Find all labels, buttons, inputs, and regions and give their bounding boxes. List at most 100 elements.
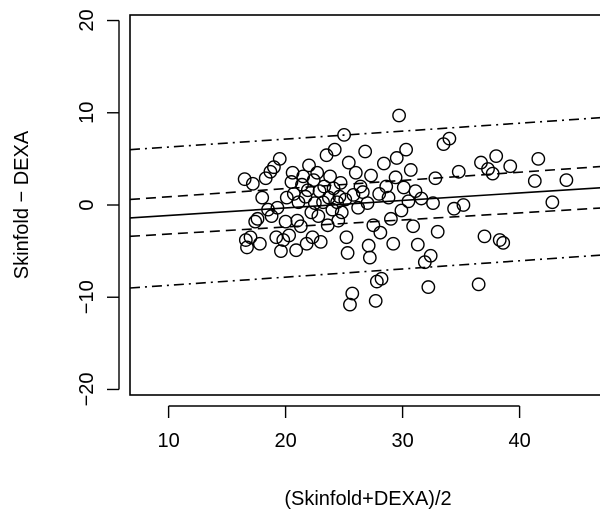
data-point (428, 171, 443, 186)
data-point (489, 149, 504, 164)
data-point (406, 219, 421, 234)
data-point (426, 196, 440, 211)
data-point (477, 229, 492, 244)
y-tick-label: 0 (76, 199, 98, 210)
data-point (376, 156, 391, 171)
data-point (389, 151, 404, 165)
data-point (410, 237, 425, 252)
y-tick-label: 10 (76, 102, 98, 124)
lower-ci-line (129, 207, 600, 238)
data-point (401, 194, 416, 209)
data-point (240, 240, 254, 255)
data-point (364, 168, 378, 183)
data-point (386, 236, 401, 251)
data-point (343, 297, 357, 312)
data-point (451, 164, 466, 179)
upper-limit-line (129, 116, 600, 151)
data-point (248, 214, 263, 229)
data-point (282, 228, 297, 243)
data-point (392, 108, 406, 123)
y-tick-label: −20 (76, 372, 98, 406)
data-point (306, 173, 321, 187)
data-point (360, 196, 375, 211)
regression-line (129, 186, 600, 219)
data-point (471, 277, 486, 292)
data-point (368, 294, 383, 308)
data-point (423, 248, 438, 263)
data-point (492, 233, 507, 247)
x-tick-label: 20 (274, 430, 296, 452)
data-point (531, 151, 546, 166)
data-point (261, 202, 275, 217)
data-point (442, 131, 457, 146)
data-point (456, 198, 471, 212)
data-point (269, 230, 284, 245)
data-point (263, 164, 278, 179)
data-point (361, 238, 376, 253)
data-point (293, 219, 308, 234)
y-axis: −20 −10 0 10 20 (76, 9, 120, 406)
data-point (252, 236, 267, 251)
y-axis-label: Skinfold − DEXA (11, 130, 33, 279)
x-axis: 10 20 30 40 (157, 405, 531, 452)
data-point (298, 189, 313, 204)
data-point (289, 243, 304, 258)
data-point (325, 202, 340, 217)
data-point (481, 162, 495, 176)
y-tick-label: −10 (76, 280, 98, 314)
data-point (327, 142, 342, 157)
data-point (372, 187, 387, 201)
data-point (278, 214, 293, 229)
data-point (430, 224, 445, 239)
x-tick-label: 30 (391, 430, 413, 452)
data-point (373, 225, 388, 240)
plot-frame (129, 14, 600, 396)
data-point (369, 274, 384, 289)
data-point (379, 179, 394, 194)
data-point (243, 230, 258, 245)
data-point (274, 244, 288, 259)
data-point (559, 173, 574, 187)
data-point (381, 190, 396, 205)
y-tick-label: 20 (76, 9, 98, 31)
data-point (304, 205, 319, 220)
data-point (447, 201, 461, 216)
data-point (334, 205, 349, 220)
data-point (333, 175, 348, 190)
data-point (337, 128, 352, 142)
data-point (348, 165, 363, 180)
data-point (421, 280, 436, 294)
data-point (338, 192, 353, 207)
data-point (270, 200, 285, 215)
data-point (272, 151, 287, 166)
data-point (346, 187, 361, 202)
data-points (237, 108, 574, 312)
data-point (394, 203, 409, 218)
x-tick-label: 10 (157, 430, 179, 452)
data-point (414, 191, 429, 206)
data-point (237, 172, 252, 187)
data-point (396, 180, 411, 195)
data-point (496, 235, 511, 250)
data-point (250, 211, 265, 226)
data-point (307, 196, 322, 211)
data-point (358, 144, 373, 159)
data-point (545, 195, 560, 210)
data-point (374, 271, 389, 286)
data-point (302, 158, 316, 173)
x-axis-label: (Skinfold+DEXA)/2 (284, 488, 451, 510)
data-point (279, 190, 294, 205)
data-point (503, 159, 518, 174)
data-point (345, 286, 360, 301)
data-point (388, 170, 403, 185)
data-point (527, 174, 542, 188)
data-point (474, 155, 488, 170)
data-point (485, 166, 500, 181)
data-point (339, 230, 354, 245)
data-point (313, 234, 328, 249)
data-point (245, 176, 260, 191)
data-point (310, 165, 325, 180)
data-point (331, 213, 346, 228)
